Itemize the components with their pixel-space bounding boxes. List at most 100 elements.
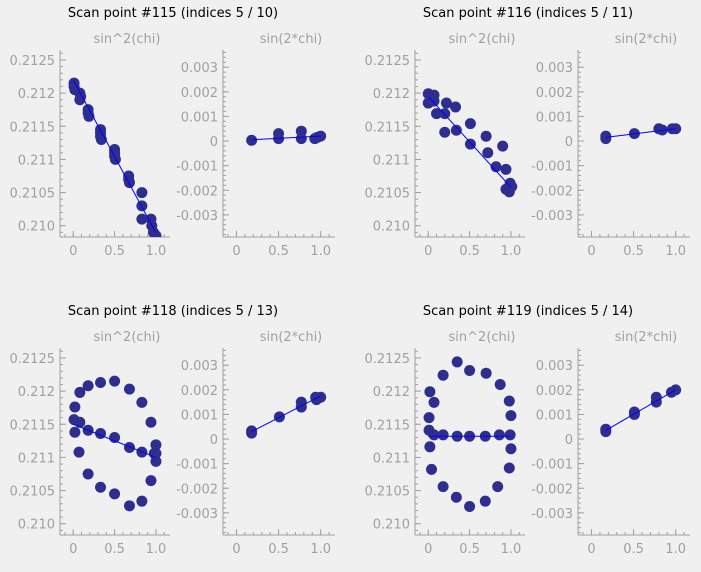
data-point: [273, 128, 285, 140]
data-point: [451, 356, 463, 368]
y-tick-label: -0.003: [176, 507, 218, 522]
y-tick-label: 0.001: [536, 110, 573, 125]
data-point: [74, 386, 86, 398]
data-point: [150, 230, 162, 237]
y-tick-label: -0.001: [531, 458, 573, 473]
fit-line: [73, 423, 157, 458]
subplot-title: sin^2(chi): [449, 32, 516, 47]
data-point: [505, 410, 517, 422]
y-tick-label: 0.2125: [365, 352, 411, 367]
data-point: [95, 376, 107, 388]
data-point: [480, 130, 492, 142]
y-tick-label: 0: [210, 433, 218, 448]
data-point: [493, 429, 505, 441]
data-point: [123, 177, 135, 189]
panel-title: Scan point #115 (indices 5 / 10): [68, 6, 278, 21]
x-tick-label: 1.0: [146, 542, 167, 557]
data-point: [464, 118, 476, 130]
x-tick-label: 0.5: [104, 542, 125, 557]
x-tick-label: 1.0: [501, 244, 522, 259]
x-tick-label: 1.0: [665, 244, 686, 259]
data-point: [437, 429, 449, 441]
plot-area: [422, 88, 518, 198]
data-point: [295, 125, 307, 137]
data-point: [492, 481, 504, 493]
y-tick-label: 0.211: [373, 451, 410, 466]
data-point: [437, 369, 449, 381]
scan-panel: Scan point #115 (indices 5 / 10) sin^2(ch…: [10, 6, 335, 259]
y-tick-label: 0.212: [18, 87, 55, 102]
x-tick-label: 0: [69, 244, 77, 259]
subplot: sin^2(chi) 0.2125 0.212 0.2115 0.211 0.2105 0.…: [365, 32, 525, 259]
data-point: [69, 401, 81, 413]
subplot: sin^2(chi) 0.2125 0.212 0.2115 0.211 0.2105 0.…: [10, 330, 170, 557]
subplot-title: sin^2(chi): [94, 32, 161, 47]
x-tick-label: 0: [587, 244, 595, 259]
data-point: [123, 383, 135, 395]
data-point: [315, 391, 327, 403]
x-tick-label: 1.0: [665, 542, 686, 557]
subplot: sin(2*chi) 0.003 0.002 0.001 0 -0.001 -0.002 -0…: [176, 32, 335, 259]
y-tick-label: 0.212: [373, 385, 410, 400]
subplot: sin(2*chi) 0.003 0.002 0.001 0 -0.001 -0.002 -0…: [176, 330, 335, 557]
subplot-title: sin(2*chi): [260, 32, 323, 47]
data-point: [428, 95, 440, 107]
y-tick-label: 0.210: [373, 518, 410, 533]
y-tick-label: 0.210: [373, 220, 410, 235]
data-point: [450, 124, 462, 136]
x-tick-label: 0.5: [268, 542, 289, 557]
data-point: [464, 365, 476, 377]
subplot-title: sin^2(chi): [94, 330, 161, 345]
data-point: [600, 423, 612, 435]
data-point: [136, 213, 148, 225]
data-point: [428, 429, 440, 441]
data-point: [136, 200, 148, 212]
fit-line: [72, 79, 157, 234]
x-tick-label: 0.5: [623, 244, 644, 259]
fit-line: [251, 395, 321, 433]
x-tick-label: 1.0: [501, 542, 522, 557]
data-point: [504, 429, 516, 441]
y-tick-label: 0.2105: [365, 187, 411, 202]
y-tick-label: 0: [210, 135, 218, 150]
y-tick-label: -0.002: [176, 184, 218, 199]
subplot-title: sin^2(chi): [449, 330, 516, 345]
data-point: [109, 488, 121, 500]
y-tick-label: -0.003: [176, 209, 218, 224]
fit-line: [427, 96, 512, 188]
data-point: [482, 147, 494, 159]
data-point: [74, 416, 86, 428]
x-tick-label: 0: [232, 244, 240, 259]
y-tick-label: -0.002: [531, 482, 573, 497]
data-point: [123, 441, 135, 453]
data-point: [505, 443, 517, 455]
data-point: [428, 396, 440, 408]
plot-area: [600, 384, 682, 438]
y-tick-label: -0.003: [531, 209, 573, 224]
plot-area: [423, 356, 517, 512]
data-point: [426, 463, 438, 475]
y-tick-label: 0.212: [373, 87, 410, 102]
x-tick-label: 0.5: [104, 244, 125, 259]
data-point: [494, 378, 506, 390]
y-tick-label: 0.210: [18, 518, 55, 533]
y-tick-label: 0.2115: [10, 120, 56, 135]
y-tick-label: -0.003: [531, 507, 573, 522]
subplot: sin(2*chi) 0.003 0.002 0.001 0 -0.001 -0.002 -0…: [531, 330, 690, 557]
data-point: [73, 446, 85, 458]
data-point: [82, 380, 94, 392]
y-tick-label: 0.2115: [365, 418, 411, 433]
data-point: [480, 367, 492, 379]
data-point: [450, 491, 462, 503]
subplot-title: sin(2*chi): [615, 32, 678, 47]
data-point: [109, 153, 121, 165]
data-point: [439, 126, 451, 138]
y-tick-label: 0.003: [181, 61, 218, 76]
subplot-title: sin(2*chi): [260, 330, 323, 345]
data-point: [628, 406, 640, 418]
x-tick-label: 1.0: [310, 244, 331, 259]
data-point: [69, 426, 81, 438]
data-point: [431, 108, 443, 120]
x-tick-label: 0: [424, 542, 432, 557]
data-point: [145, 416, 157, 428]
